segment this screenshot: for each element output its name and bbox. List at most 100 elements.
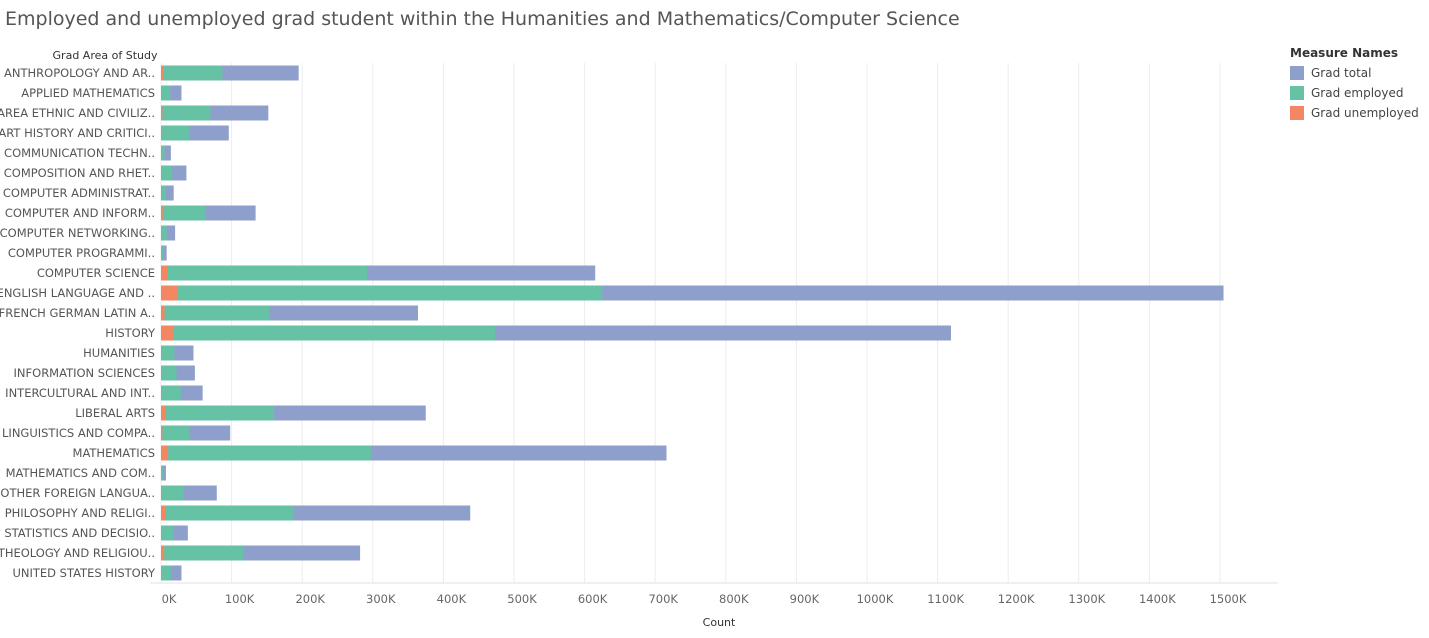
bar-grad-employed (161, 405, 274, 421)
x-tick-label: 100K (225, 592, 255, 606)
x-tick-label: 1400K (1139, 592, 1176, 606)
legend-title: Measure Names (1290, 46, 1399, 60)
bar-grad-employed (161, 565, 171, 581)
legend-item[interactable]: Grad unemployed (1290, 103, 1419, 123)
bar-grad-employed (161, 525, 174, 541)
legend-label: Grad employed (1311, 86, 1404, 100)
legend-swatch (1290, 86, 1304, 100)
category-label: ENGLISH LANGUAGE AND .. (0, 286, 155, 300)
x-tick-label: 1200K (998, 592, 1035, 606)
x-tick-label: 500K (507, 592, 537, 606)
bar-grad-unemployed (161, 525, 162, 541)
bar-grad-employed (161, 325, 495, 341)
x-tick-label: 1300K (1068, 592, 1105, 606)
category-label: COMPUTER ADMINISTRAT.. (3, 186, 155, 200)
legend: Measure Names Grad total Grad employed Gra… (1290, 46, 1419, 123)
category-label: UNITED STATES HISTORY (12, 566, 156, 580)
bars (161, 65, 1224, 581)
category-label: ART HISTORY AND CRITICI.. (0, 126, 155, 140)
bar-grad-unemployed (161, 245, 162, 261)
bar-grad-unemployed (161, 145, 162, 161)
bar-grad-unemployed (161, 205, 163, 221)
category-label: COMPOSITION AND RHET.. (4, 166, 155, 180)
bar-grad-unemployed (161, 345, 162, 361)
category-label: AREA ETHNIC AND CIVILIZ.. (0, 106, 155, 120)
category-label: HISTORY (105, 326, 156, 340)
legend-item[interactable]: Grad total (1290, 63, 1419, 83)
x-tick-label: 600K (578, 592, 608, 606)
x-tick-label: 700K (648, 592, 678, 606)
x-axis-ticks: 0K 100K 200K 300K 400K 500K 600K 700K 800K 900K 10… (150, 582, 1278, 606)
legend-item[interactable]: Grad employed (1290, 83, 1419, 103)
bar-grad-employed (161, 185, 166, 201)
category-label: LIBERAL ARTS (75, 406, 155, 420)
category-label: COMPUTER NETWORKING.. (0, 226, 155, 240)
bar-grad-employed (161, 125, 190, 141)
bar-grad-employed (161, 225, 167, 241)
bar-grad-unemployed (161, 265, 168, 281)
x-tick-label: 300K (366, 592, 396, 606)
x-tick-label: 800K (719, 592, 749, 606)
bar-grad-employed (161, 105, 211, 121)
bar-grad-employed (161, 445, 372, 461)
bar-grad-employed (161, 365, 177, 381)
bar-grad-unemployed (161, 465, 162, 481)
category-label: COMPUTER AND INFORM.. (5, 206, 155, 220)
category-label: PHILOSOPHY AND RELIGI.. (5, 506, 155, 520)
bar-grad-employed (161, 505, 294, 521)
bar-grad-employed (161, 145, 165, 161)
x-axis-title: Count (703, 616, 736, 629)
category-label: COMPUTER PROGRAMMI.. (8, 246, 155, 260)
bar-grad-employed (161, 265, 368, 281)
bar-grad-unemployed (161, 405, 166, 421)
bar-grad-unemployed (161, 505, 166, 521)
x-tick-label: 0K (162, 592, 177, 606)
bar-grad-unemployed (161, 565, 162, 581)
category-labels: ANTHROPOLOGY AND AR.. APPLIED MATHEMATICS… (0, 66, 156, 580)
category-label: LINGUISTICS AND COMPA.. (2, 426, 155, 440)
bar-grad-employed (161, 385, 181, 401)
x-tick-label: 200K (295, 592, 325, 606)
bar-grad-employed (161, 245, 164, 261)
bar-grad-unemployed (161, 425, 163, 441)
category-label: INFORMATION SCIENCES (14, 366, 155, 380)
bar-grad-unemployed (161, 385, 162, 401)
bar-grad-unemployed (161, 445, 169, 461)
legend-swatch (1290, 66, 1304, 80)
bar-grad-employed (161, 85, 171, 101)
row-header: Grad Area of Study (53, 49, 158, 62)
category-label: COMMUNICATION TECHN.. (4, 146, 155, 160)
category-label: OTHER FOREIGN LANGUA.. (0, 486, 155, 500)
bar-grad-unemployed (161, 65, 164, 81)
bar-grad-employed (161, 205, 206, 221)
category-label: COMPUTER SCIENCE (37, 266, 155, 280)
bar-grad-unemployed (161, 185, 162, 201)
bar-grad-employed (161, 425, 190, 441)
bar-grad-employed (161, 65, 223, 81)
bar-grad-employed (161, 165, 173, 181)
bar-grad-unemployed (161, 365, 162, 381)
bar-grad-unemployed (161, 225, 162, 241)
category-label: INTERCULTURAL AND INT.. (5, 386, 155, 400)
category-label: MATHEMATICS AND COM.. (6, 466, 155, 480)
bar-grad-employed (161, 545, 244, 561)
bar-grad-total (161, 145, 171, 161)
bar-grad-unemployed (161, 85, 162, 101)
x-tick-label: 400K (437, 592, 467, 606)
bar-grad-unemployed (161, 305, 165, 321)
bar-grad-unemployed (161, 325, 174, 341)
bar-grad-unemployed (161, 485, 163, 501)
category-label: MATHEMATICS (73, 446, 155, 460)
bar-grad-unemployed (161, 165, 162, 181)
category-label: APPLIED MATHEMATICS (21, 86, 155, 100)
bar-grad-unemployed (161, 545, 165, 561)
legend-swatch (1290, 106, 1304, 120)
bar-grad-total (161, 245, 167, 261)
category-label: FRENCH GERMAN LATIN A.. (0, 306, 155, 320)
x-tick-label: 900K (790, 592, 820, 606)
bar-grad-employed (161, 465, 163, 481)
bar-grad-employed (161, 305, 270, 321)
x-tick-label: 1100K (927, 592, 964, 606)
gridlines (160, 63, 1221, 583)
